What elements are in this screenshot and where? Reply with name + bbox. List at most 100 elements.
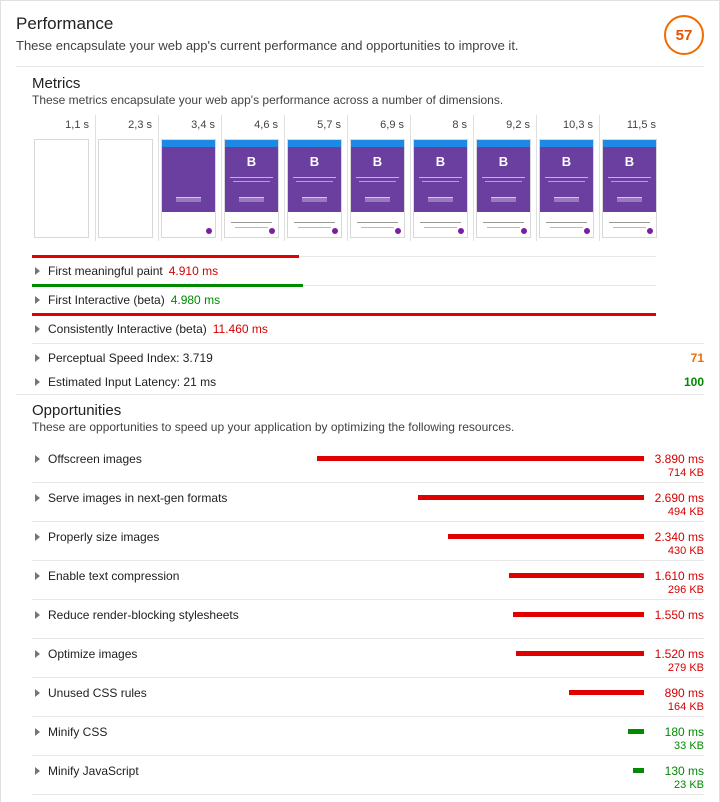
performance-score-gauge: 57: [664, 15, 704, 55]
filmstrip-frame: 5,7 s B: [284, 115, 347, 241]
opportunity-time-savings: 890 ms: [664, 686, 704, 700]
metric-row[interactable]: First meaningful paint 4.910 ms: [32, 255, 656, 285]
expand-arrow-icon[interactable]: [35, 611, 40, 619]
opportunity-savings-bar: [513, 612, 644, 617]
metric-label: First Interactive (beta) 4.980 ms: [48, 293, 220, 307]
frame-thumbnail: B: [602, 139, 657, 238]
bootstrap-logo: B: [624, 154, 635, 169]
opportunity-savings-bar: [632, 768, 644, 773]
expand-arrow-icon[interactable]: [35, 267, 40, 275]
divider: [16, 394, 704, 395]
expand-arrow-icon[interactable]: [35, 533, 40, 541]
opportunity-savings-bar: [317, 456, 644, 461]
performance-description: These encapsulate your web app's current…: [16, 38, 519, 53]
expand-arrow-icon[interactable]: [35, 378, 40, 386]
opportunity-row[interactable]: Reduce render-blocking stylesheets 1.550 …: [32, 600, 704, 639]
opportunity-size-savings: 164 KB: [667, 701, 704, 713]
filmstrip-frame: 1,1 s: [32, 115, 95, 241]
opportunity-size-savings: 430 KB: [667, 545, 704, 557]
opportunity-size-savings: 33 KB: [674, 740, 704, 752]
opportunity-time-savings: 1.520 ms: [654, 647, 704, 661]
opportunity-label: Enable text compression: [48, 569, 180, 583]
opportunity-row[interactable]: Minify JavaScript 130 ms 23 KB: [32, 756, 704, 795]
metric-label: Perceptual Speed Index: 3.719: [48, 351, 213, 365]
opportunity-row[interactable]: Unused CSS rules 890 ms 164 KB: [32, 678, 704, 717]
metric-row[interactable]: Perceptual Speed Index: 3.719 71: [32, 343, 704, 372]
bootstrap-logo: B: [561, 154, 572, 169]
opportunity-row[interactable]: Enable text compression 1.610 ms 296 KB: [32, 561, 704, 600]
expand-arrow-icon[interactable]: [35, 494, 40, 502]
metric-row[interactable]: First Interactive (beta) 4.980 ms: [32, 284, 656, 314]
opportunities-title: Opportunities: [32, 402, 122, 419]
metric-row[interactable]: Consistently Interactive (beta) 11.460 ms: [32, 313, 656, 343]
expand-arrow-icon[interactable]: [35, 296, 40, 304]
expand-arrow-icon[interactable]: [35, 325, 40, 333]
opportunity-row[interactable]: Serve images in next-gen formats 2.690 ms…: [32, 483, 704, 522]
metric-value: 4.980 ms: [170, 293, 221, 307]
opportunity-label: Optimize images: [48, 647, 138, 661]
bootstrap-logo: B: [309, 154, 320, 169]
metric-row[interactable]: Estimated Input Latency: 21 ms 100: [32, 368, 704, 397]
metric-value: 4.910 ms: [168, 264, 219, 278]
filmstrip-frame: 6,9 s B: [347, 115, 410, 241]
expand-arrow-icon[interactable]: [35, 455, 40, 463]
expand-arrow-icon[interactable]: [35, 689, 40, 697]
performance-title: Performance: [16, 14, 114, 33]
metric-timing-bar: [32, 255, 300, 258]
frame-thumbnail: B: [350, 139, 405, 238]
expand-arrow-icon[interactable]: [35, 767, 40, 775]
opportunity-label: Unused CSS rules: [48, 686, 147, 700]
opportunity-time-savings: 130 ms: [664, 764, 704, 778]
frame-thumbnail: [98, 139, 153, 238]
opportunity-size-savings: 494 KB: [667, 506, 704, 518]
opportunity-savings-bar: [418, 495, 644, 500]
filmstrip-frame: 11,5 s B: [599, 115, 662, 241]
frame-thumbnail: B: [539, 139, 594, 238]
metric-name: Consistently Interactive (beta): [48, 322, 207, 336]
performance-score: 57: [675, 26, 693, 44]
filmstrip-frame: 4,6 s B: [221, 115, 284, 241]
bootstrap-logo: B: [435, 154, 446, 169]
opportunity-row[interactable]: Optimize images 1.520 ms 279 KB: [32, 639, 704, 678]
frame-thumbnail: [161, 139, 216, 238]
bootstrap-logo: B: [372, 154, 383, 169]
frame-thumbnail: B: [224, 139, 279, 238]
opportunities-description: These are opportunities to speed up your…: [32, 420, 515, 434]
opportunity-size-savings: 23 KB: [674, 779, 704, 791]
frame-timestamp: 3,4 s: [191, 119, 215, 131]
opportunity-label: Properly size images: [48, 530, 160, 544]
opportunity-label: Minify CSS: [48, 725, 108, 739]
frame-timestamp: 10,3 s: [563, 119, 593, 131]
frame-thumbnail: B: [413, 139, 468, 238]
expand-arrow-icon[interactable]: [35, 728, 40, 736]
expand-arrow-icon[interactable]: [35, 354, 40, 362]
opportunity-savings-bar: [508, 573, 644, 578]
opportunity-time-savings: 1.550 ms: [654, 608, 704, 622]
opportunity-time-savings: 2.690 ms: [654, 491, 704, 505]
frame-thumbnail: [34, 139, 89, 238]
opportunity-time-savings: 3.890 ms: [654, 452, 704, 466]
opportunity-row[interactable]: Minify CSS 180 ms 33 KB: [32, 717, 704, 756]
opportunity-row[interactable]: Properly size images 2.340 ms 430 KB: [32, 522, 704, 561]
filmstrip-frame: 8 s B: [410, 115, 473, 241]
opportunity-label: Offscreen images: [48, 452, 142, 466]
opportunity-size-savings: 714 KB: [667, 467, 704, 479]
bootstrap-logo: B: [498, 154, 509, 169]
frame-timestamp: 6,9 s: [380, 119, 404, 131]
metric-label: First meaningful paint 4.910 ms: [48, 264, 218, 278]
metrics-description: These metrics encapsulate your web app's…: [32, 93, 504, 107]
metric-score: 71: [690, 351, 704, 365]
opportunity-row[interactable]: Offscreen images 3.890 ms 714 KB: [32, 444, 704, 483]
metric-label: Estimated Input Latency: 21 ms: [48, 375, 216, 389]
opportunity-savings-bar: [568, 690, 644, 695]
opportunity-size-savings: 296 KB: [667, 584, 704, 596]
metric-value: 11.460 ms: [212, 322, 268, 336]
opportunity-time-savings: 180 ms: [664, 725, 704, 739]
expand-arrow-icon[interactable]: [35, 572, 40, 580]
frame-timestamp: 11,5 s: [626, 119, 656, 131]
frame-timestamp: 5,7 s: [317, 119, 341, 131]
expand-arrow-icon[interactable]: [35, 650, 40, 658]
metric-name: Estimated Input Latency: 21 ms: [48, 375, 217, 389]
opportunity-label: Serve images in next-gen formats: [48, 491, 228, 505]
